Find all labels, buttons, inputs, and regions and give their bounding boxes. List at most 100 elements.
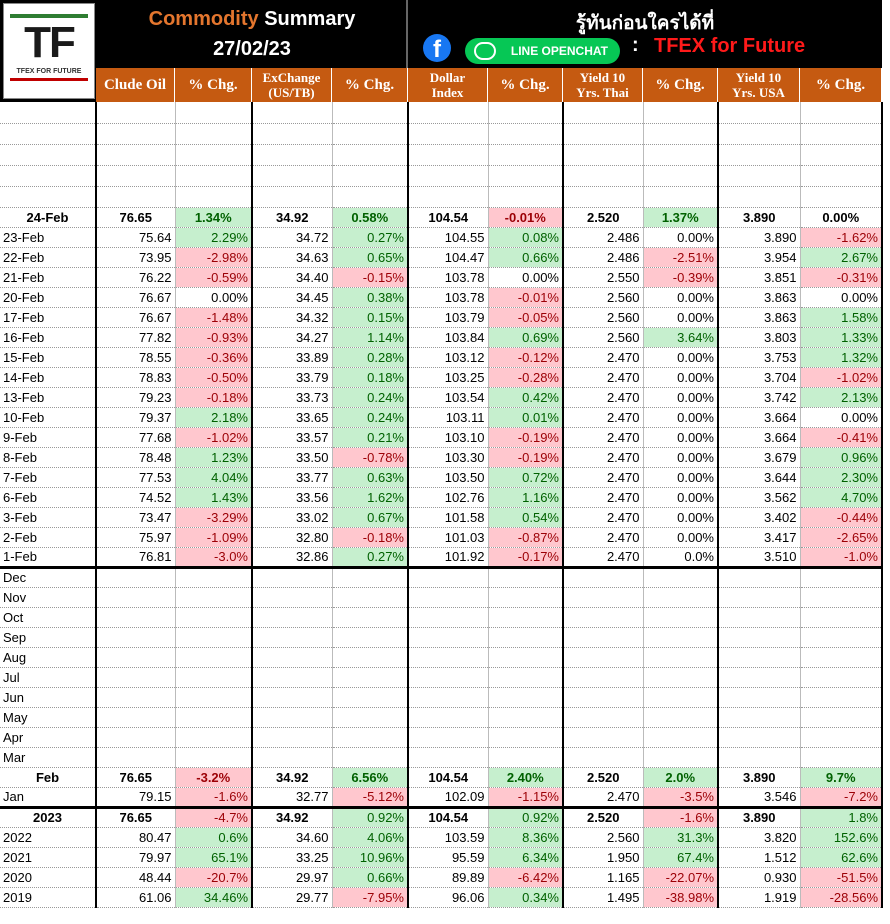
cell: 9-Feb (0, 427, 97, 448)
cell: 2.67% (800, 247, 883, 268)
cell: 1.14% (332, 327, 409, 348)
cell: Jun (0, 687, 97, 708)
cell (96, 165, 176, 187)
cell: -51.5% (800, 867, 883, 888)
cell (643, 647, 719, 668)
cell (175, 144, 253, 166)
cell: 2.520 (563, 767, 644, 788)
cell (718, 747, 801, 768)
cell (643, 565, 719, 588)
cell (252, 627, 333, 648)
cell (563, 727, 644, 748)
cell: 4.04% (175, 467, 253, 488)
cell (718, 707, 801, 728)
cell (96, 667, 176, 688)
cell: -0.17% (488, 547, 564, 568)
cell: 0.00% (643, 507, 719, 528)
cell: 3.890 (718, 207, 801, 228)
cell (488, 165, 564, 187)
cell: 3.742 (718, 387, 801, 408)
column-header: % Chg. (800, 68, 882, 102)
cell: 1.32% (800, 347, 883, 368)
cell: 0.92% (488, 805, 564, 828)
cell: 1.34% (175, 207, 253, 228)
cell: 7-Feb (0, 467, 97, 488)
cell: 2.0% (643, 767, 719, 788)
cell: 0.15% (332, 307, 409, 328)
cell: 103.78 (408, 267, 489, 288)
cell (332, 727, 409, 748)
cell: 3.664 (718, 427, 801, 448)
row: 22-Feb 73.95 -2.98% 34.63 0.65% 104.47 0.66% 2.… (0, 247, 883, 268)
cell: -28.56% (800, 887, 883, 908)
cell: 32.86 (252, 547, 333, 568)
cell (408, 186, 489, 208)
cell (252, 565, 333, 588)
cell: 0.24% (332, 407, 409, 428)
cell (175, 707, 253, 728)
cell (800, 165, 883, 187)
cell: -3.29% (175, 507, 253, 528)
cell: 2020 (0, 867, 97, 888)
cell: Jan (0, 787, 97, 808)
row (0, 102, 883, 124)
cell (563, 627, 644, 648)
cell: 0.00% (643, 287, 719, 308)
cell: 104.54 (408, 767, 489, 788)
cell: 0.27% (332, 547, 409, 568)
cell: 23-Feb (0, 227, 97, 248)
cell: 95.59 (408, 847, 489, 868)
row: 2-Feb 75.97 -1.09% 32.80 -0.18% 101.03 -0.87% 2… (0, 527, 883, 548)
data-table: 24-Feb 76.65 1.34% 34.92 0.58% 104.54 -0.01% 2.… (0, 102, 883, 908)
cell: -0.39% (643, 267, 719, 288)
cell: 76.65 (96, 805, 176, 828)
column-header: ExChange (US/TB) (252, 68, 332, 102)
cell (488, 587, 564, 608)
cell: 13-Feb (0, 387, 97, 408)
cell: Apr (0, 727, 97, 748)
cell: -3.2% (175, 767, 253, 788)
row: 2020 48.44 -20.7% 29.97 0.66% 89.89 -6.42% 1.16… (0, 867, 883, 888)
cell: 102.76 (408, 487, 489, 508)
cell (643, 707, 719, 728)
cell: 3.890 (718, 805, 801, 828)
logo: TF TFEX FOR FUTURE (3, 3, 95, 99)
column-header-line: % Chg. (188, 76, 238, 93)
column-header: % Chg. (488, 68, 563, 102)
cell: 9.7% (800, 767, 883, 788)
cell: 2.560 (563, 307, 644, 328)
table-body: 24-Feb 76.65 1.34% 34.92 0.58% 104.54 -0.01% 2.… (0, 102, 883, 908)
cell: 89.89 (408, 867, 489, 888)
cell: 1.58% (800, 307, 883, 328)
column-header: Dollar Index (408, 68, 488, 102)
cell: 0.66% (488, 247, 564, 268)
cell (252, 587, 333, 608)
cell (408, 667, 489, 688)
cell: 1.23% (175, 447, 253, 468)
cell (175, 587, 253, 608)
cell: 73.47 (96, 507, 176, 528)
cell: 0.58% (332, 207, 409, 228)
row: 21-Feb 76.22 -0.59% 34.40 -0.15% 103.78 0.00% 2… (0, 267, 883, 288)
cell: 0.63% (332, 467, 409, 488)
column-header-line: Dollar (429, 70, 466, 85)
row (0, 123, 883, 145)
cell: 3.890 (718, 227, 801, 248)
cell: 2-Feb (0, 527, 97, 548)
cell: 1.37% (643, 207, 719, 228)
cell (96, 102, 176, 124)
cell: 3.644 (718, 467, 801, 488)
cell: 33.57 (252, 427, 333, 448)
cell (96, 727, 176, 748)
cell (175, 123, 253, 145)
cell (96, 144, 176, 166)
cell: 3.704 (718, 367, 801, 388)
row: 13-Feb 79.23 -0.18% 33.73 0.24% 103.54 0.42% 2.… (0, 387, 883, 408)
column-header-line: (US/TB) (268, 85, 315, 100)
cell (332, 123, 409, 145)
row: 17-Feb 76.67 -1.48% 34.32 0.15% 103.79 -0.05% 2… (0, 307, 883, 328)
cell: 76.22 (96, 267, 176, 288)
cell (96, 123, 176, 145)
cell: 0.24% (332, 387, 409, 408)
cell (408, 102, 489, 124)
